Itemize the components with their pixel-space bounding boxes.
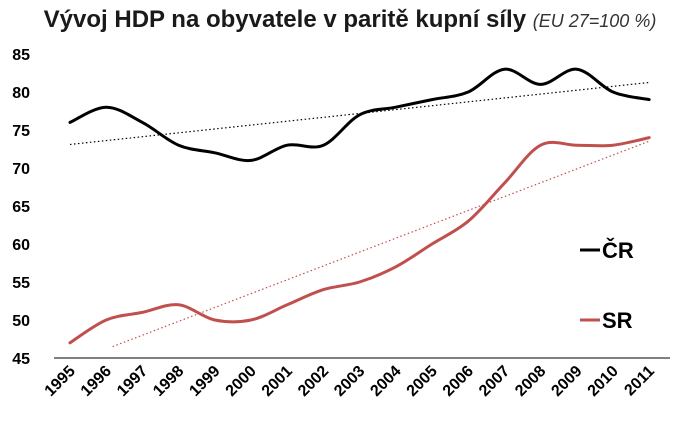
x-tick-label: 2008	[512, 363, 549, 400]
x-tick-label: 1997	[114, 363, 151, 400]
y-tick-label: 75	[12, 123, 30, 140]
y-tick-label: 65	[12, 199, 30, 216]
x-tick-label: 2002	[295, 363, 332, 400]
y-tick-label: 45	[12, 351, 30, 368]
legend-label: SR	[602, 308, 633, 333]
y-tick-label: 50	[12, 313, 30, 330]
chart-subtitle: (EU 27=100 %)	[532, 11, 657, 31]
x-tick-label: 2001	[259, 363, 296, 400]
x-tick-label: 1999	[186, 363, 223, 400]
y-tick-label: 85	[12, 47, 30, 64]
x-tick-label: 2000	[223, 363, 260, 400]
series-line-r	[68, 67, 651, 163]
x-tick-label: 2003	[331, 363, 368, 400]
trendline-sr	[112, 140, 650, 348]
x-tick-label: 2011	[621, 363, 658, 400]
trendline-r	[69, 81, 650, 146]
x-tick-label: 1995	[42, 363, 79, 400]
x-tick-label: 2005	[404, 363, 441, 400]
x-tick-label: 2006	[440, 363, 477, 400]
x-tick-label: 2007	[476, 363, 513, 400]
x-tick-label: 1996	[78, 363, 115, 400]
y-tick-label: 60	[12, 237, 30, 254]
chart-title: Vývoj HDP na obyvatele v paritě kupní sí…	[43, 6, 527, 33]
x-tick-label: 2010	[585, 363, 622, 400]
chart-title-block: Vývoj HDP na obyvatele v paritě kupní sí…	[0, 6, 700, 34]
x-tick-label: 2004	[367, 363, 404, 400]
y-tick-label: 70	[12, 161, 30, 178]
x-tick-label: 2009	[548, 363, 585, 400]
y-tick-label: 55	[12, 275, 30, 292]
y-tick-label: 80	[12, 85, 30, 102]
legend-label: ČR	[602, 238, 634, 263]
series-line-sr	[68, 136, 651, 345]
x-tick-label: 1998	[150, 363, 187, 400]
